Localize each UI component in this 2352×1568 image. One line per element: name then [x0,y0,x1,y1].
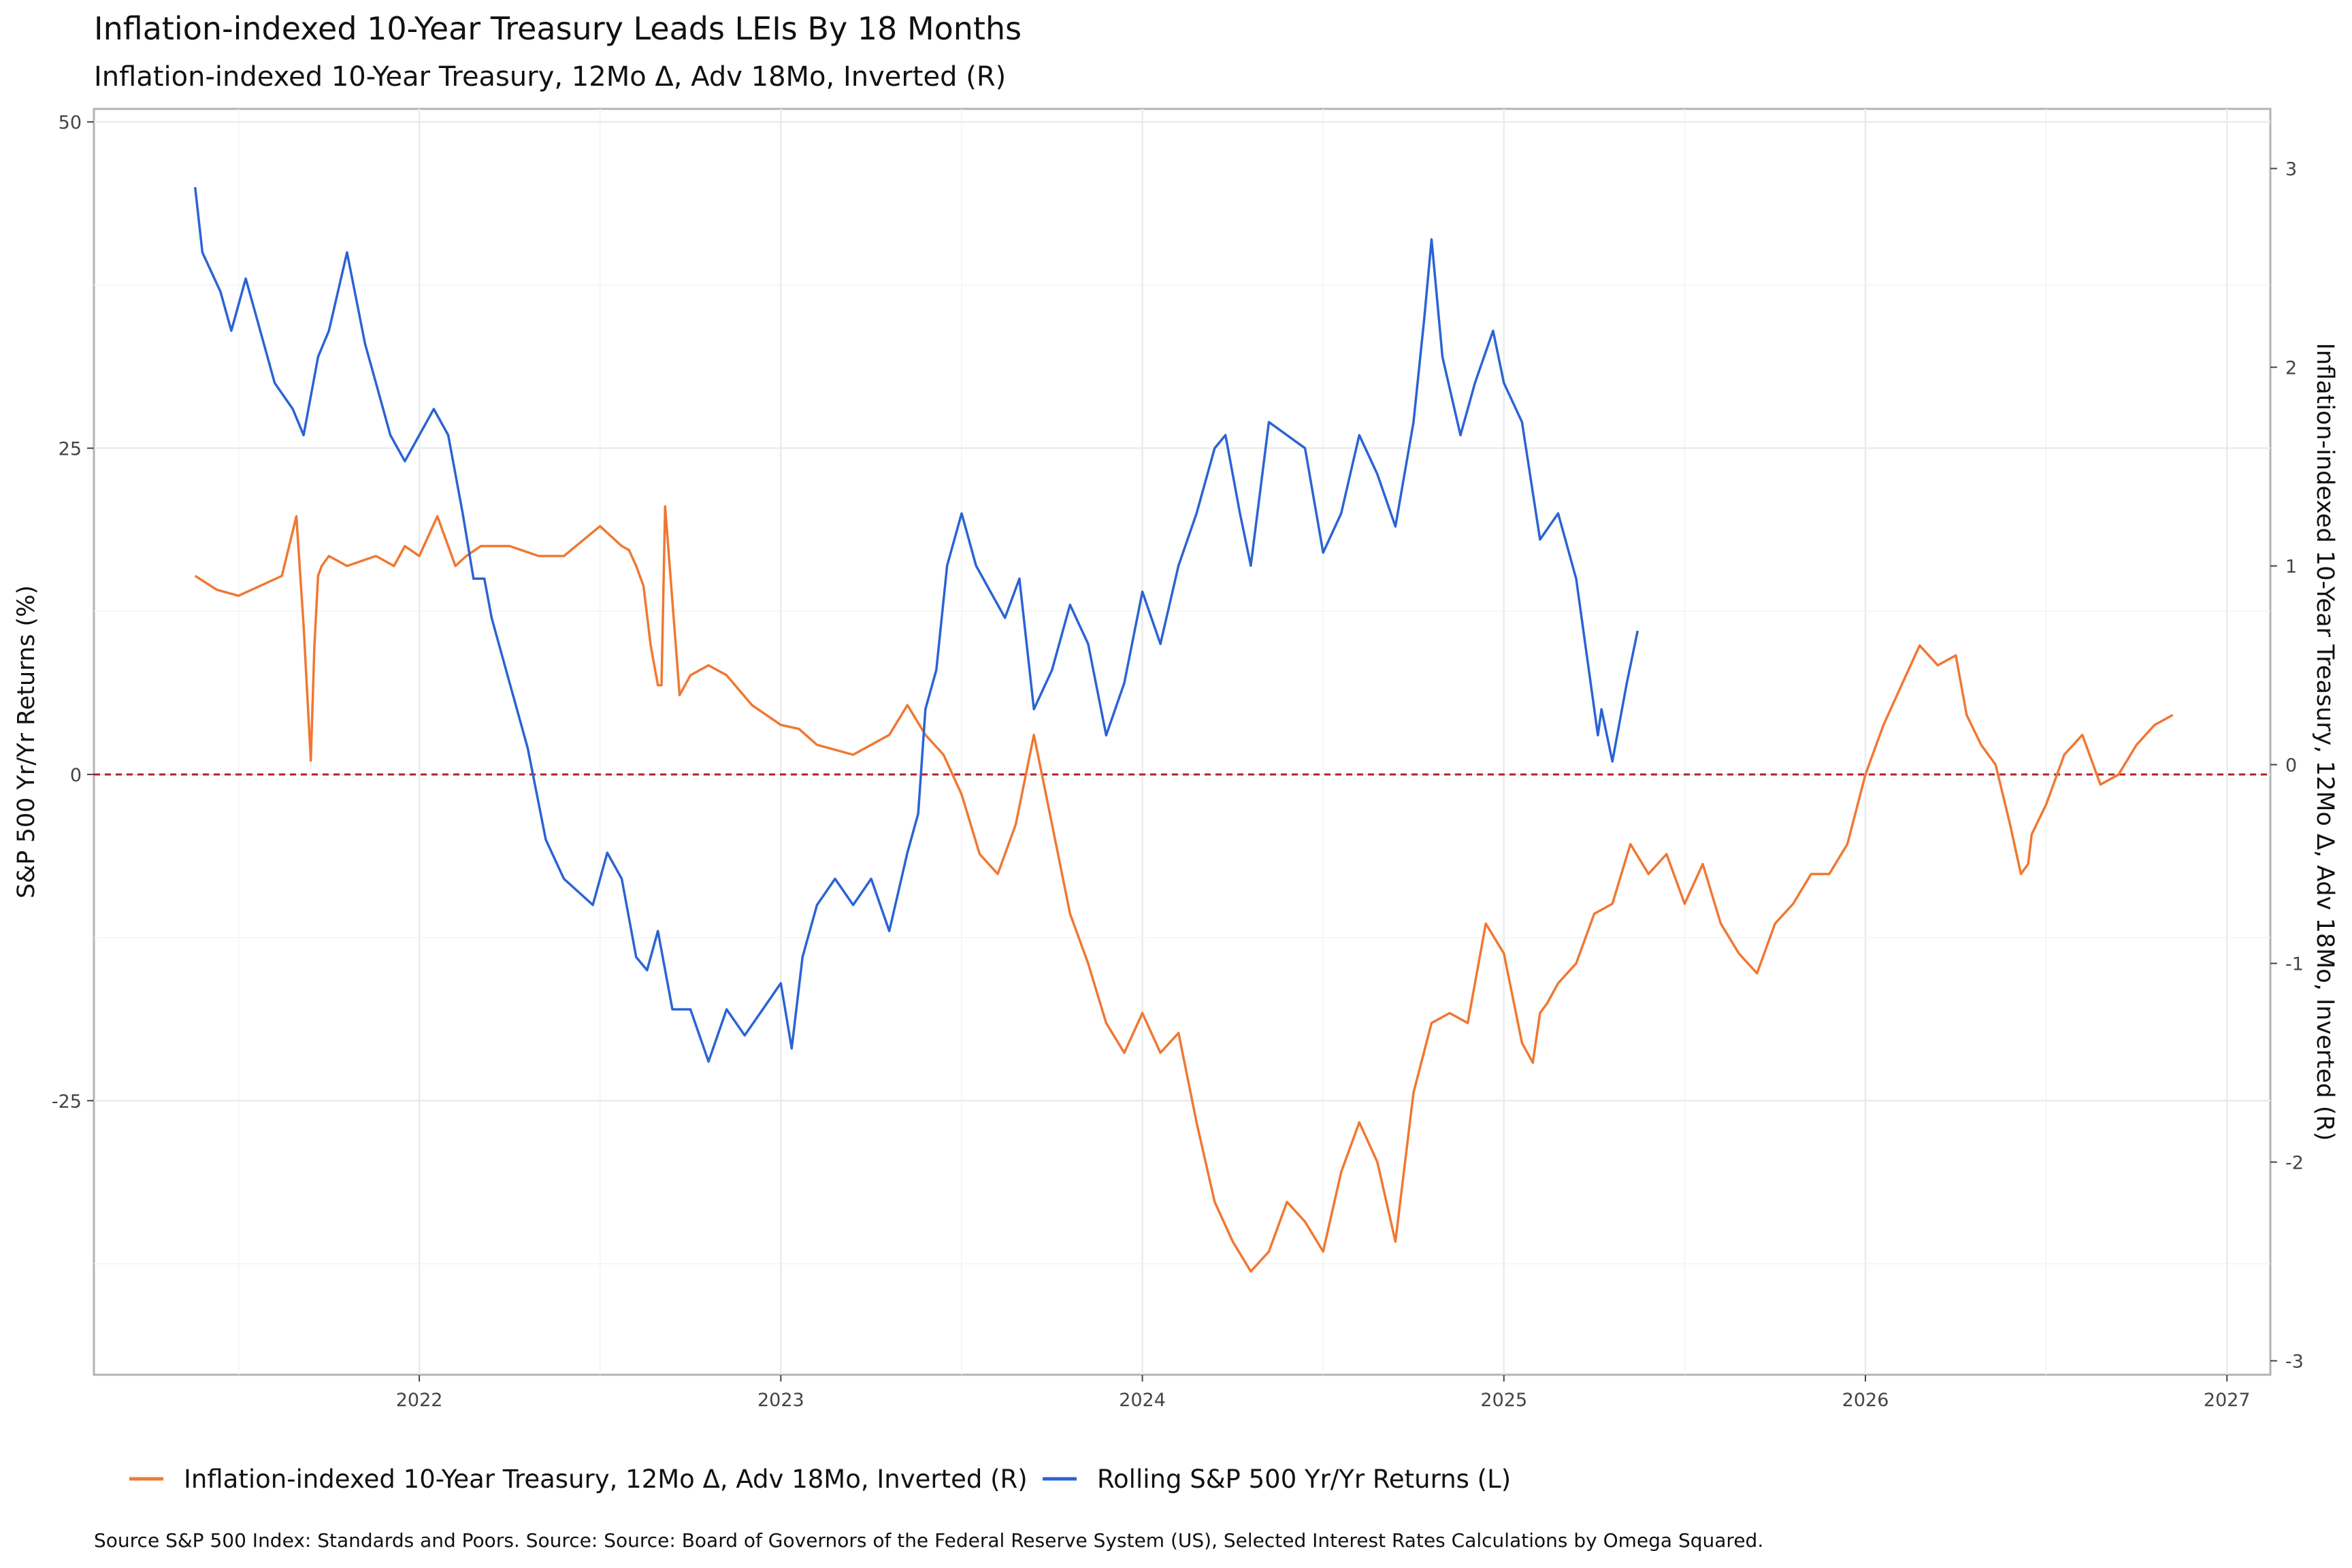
series-line-inflation-indexed-treasury [194,505,2174,1273]
y-right-tick-label: 1 [2285,557,2297,578]
y-right-tick-label: 3 [2285,159,2297,180]
y-left-tick-label: -25 [52,1091,82,1112]
x-axis: 2022 2023 2024 2025 2026 2027 [396,1375,2251,1411]
plot-area [93,108,2272,1376]
y-axis-right-title: Inflation-indexed 10-Year Treasury, 12Mo… [2311,343,2338,1141]
y-left-tick-label: 50 [59,112,82,133]
y-axis-right: 3 2 1 0 -1 -2 -3 [2270,159,2304,1373]
chart-title: Inflation-indexed 10-Year Treasury Leads… [94,10,1022,47]
y-right-tick-label: 2 [2285,358,2297,379]
plot-panel [93,108,2272,1376]
source-caption: Source S&P 500 Index: Standards and Poor… [94,1529,1763,1552]
y-axis-left: 50 25 0 -25 [52,112,94,1112]
chart-subtitle: Inflation-indexed 10-Year Treasury, 12Mo… [94,61,1006,93]
x-tick-label: 2026 [1842,1390,1889,1411]
y-left-tick-label: 0 [70,765,82,786]
grid [94,109,2270,1375]
x-tick-label: 2024 [1119,1390,1166,1411]
legend-label-sp500: Rolling S&P 500 Yr/Yr Returns (L) [1097,1465,1511,1494]
x-tick-label: 2025 [1480,1390,1527,1411]
y-left-tick-label: 25 [59,439,82,460]
y-right-tick-label: -1 [2285,954,2304,975]
y-axis-left-title: S&P 500 Yr/Yr Returns (%) [13,585,40,898]
legend-label-treasury: Inflation-indexed 10-Year Treasury, 12Mo… [184,1465,1028,1494]
legend: Inflation-indexed 10-Year Treasury, 12Mo… [129,1465,1511,1494]
y-right-tick-label: -2 [2285,1153,2304,1174]
x-tick-label: 2027 [2204,1390,2251,1411]
y-right-tick-label: 0 [2285,755,2297,777]
x-tick-label: 2022 [396,1390,443,1411]
series-line-sp500-returns [193,186,1639,1063]
y-right-tick-label: -3 [2285,1352,2304,1373]
x-tick-label: 2023 [757,1390,804,1411]
